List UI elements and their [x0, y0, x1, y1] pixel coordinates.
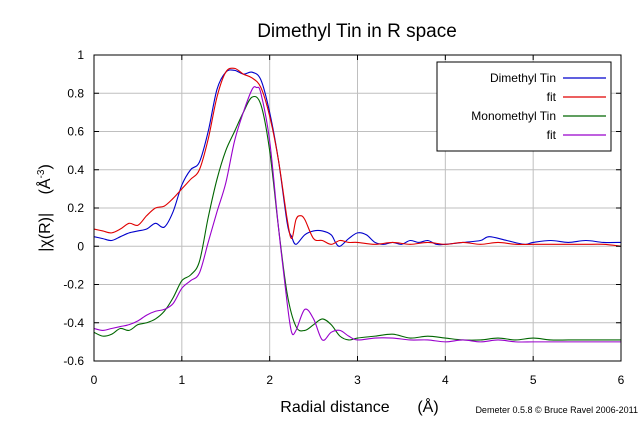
legend-box: [436, 61, 612, 152]
y-axis-unit-close: ): [37, 164, 54, 169]
y-tick-label: 0.2: [67, 201, 84, 215]
y-tick-label: 0.4: [67, 163, 84, 177]
legend-label: fit: [547, 90, 557, 104]
chart-title: Dimethyl Tin in R space: [257, 21, 457, 42]
series-line-monomethyl-tin: [93, 95, 621, 341]
x-tick-label: 4: [442, 373, 449, 387]
series-line-dimethyl-tin: [93, 69, 622, 247]
legend-label: Monomethyl Tin: [471, 109, 556, 123]
y-tick-label: -0.2: [63, 278, 84, 292]
series-group: [93, 67, 622, 343]
tick-labels: 0 1 2 3 4 5 6 -0.6 -0.4 -0.2 0 0.2 0.4 0.6 0.8 1: [63, 48, 624, 387]
legend: Dimethyl Tin fit Monomethyl Tin fit: [436, 61, 612, 152]
legend-item-dimethyl-tin: Dimethyl Tin: [490, 71, 606, 85]
y-tick-label: 1: [77, 48, 84, 62]
legend-label: Dimethyl Tin: [490, 71, 556, 85]
y-axis-label: |χ(R)| (Å-3): [35, 164, 54, 252]
legend-item-monomethyl-fit: fit: [547, 128, 606, 142]
y-axis-unit-base: (Å: [35, 178, 54, 194]
y-tick-label: -0.4: [63, 316, 84, 330]
y-tick-label: -0.6: [63, 354, 84, 368]
x-axis-label: Radial distance: [280, 399, 390, 416]
y-tick-label: 0.6: [67, 125, 84, 139]
grid: [94, 55, 621, 361]
x-axis-unit: (Å): [417, 397, 438, 416]
y-axis-unit-exp: -3: [36, 169, 47, 178]
x-tick-label: 6: [618, 373, 625, 387]
x-tick-label: 5: [530, 373, 537, 387]
y-axis-label-main: |χ(R)|: [37, 213, 54, 252]
y-tick-label: 0.8: [67, 86, 84, 100]
legend-item-dimethyl-fit: fit: [547, 90, 606, 104]
x-tick-label: 1: [178, 373, 185, 387]
x-tick-label: 0: [91, 373, 98, 387]
y-tick-label: 0: [77, 239, 84, 253]
legend-item-monomethyl-tin: Monomethyl Tin: [471, 109, 606, 123]
credit-text: Demeter 0.5.8 © Bruce Ravel 2006-2011: [475, 405, 638, 415]
svg-text:|χ(R)| (Å-3): |χ(R)| (Å-3): [35, 164, 54, 252]
legend-label: fit: [547, 128, 557, 142]
series-line-dimethyl-fit: [93, 67, 622, 247]
series-line-monomethyl-fit: [93, 86, 621, 343]
x-tick-label: 2: [266, 373, 273, 387]
x-tick-label: 3: [354, 373, 361, 387]
